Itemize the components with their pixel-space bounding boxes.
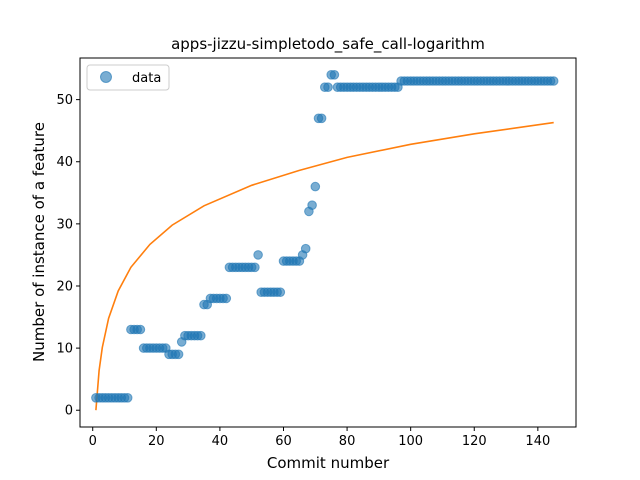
- x-tick-label: 60: [275, 434, 292, 449]
- fit-line: [95, 121, 554, 411]
- data-point: [275, 287, 286, 298]
- x-tick-label: 0: [89, 434, 97, 449]
- data-point: [300, 243, 311, 254]
- y-tick-label: 50: [56, 93, 73, 108]
- data-point: [135, 324, 146, 335]
- x-tick-label: 80: [339, 434, 356, 449]
- y-tick-label: 10: [56, 342, 73, 357]
- chart-title: apps-jizzu-simpletodo_safe_call-logarith…: [171, 35, 485, 54]
- x-tick-label: 120: [462, 434, 487, 449]
- y-axis-label: Number of instance of a feature: [30, 122, 48, 362]
- x-tick-label: 40: [212, 434, 229, 449]
- data-point: [221, 293, 232, 304]
- x-tick-label: 140: [525, 434, 550, 449]
- data-point: [316, 113, 327, 124]
- data-point: [329, 70, 340, 80]
- y-tick-label: 0: [65, 404, 73, 419]
- data-point: [196, 330, 206, 341]
- y-tick-label: 40: [56, 155, 73, 170]
- x-tick-label: 100: [398, 434, 423, 449]
- axes-frame: [79, 57, 577, 428]
- y-tick-label: 20: [56, 279, 73, 294]
- legend: data: [86, 64, 170, 91]
- legend-label-data: data: [132, 71, 161, 86]
- data-point: [253, 250, 263, 260]
- data-point: [173, 349, 184, 360]
- x-axis-label: Commit number: [267, 454, 390, 472]
- data-point: [122, 393, 133, 403]
- data-point: [548, 76, 559, 86]
- legend-marker-data: [100, 71, 112, 83]
- y-axis: 0 10 20 30 40 50: [56, 93, 80, 419]
- y-tick-label: 30: [56, 217, 73, 232]
- x-axis: 0 20 40 60 80 100 120 140: [89, 427, 550, 449]
- data-point: [323, 82, 333, 92]
- plot-area: [91, 70, 559, 411]
- x-tick-label: 20: [148, 434, 165, 449]
- data-point: [250, 262, 260, 273]
- data-point: [307, 200, 317, 210]
- data-point: [310, 181, 321, 192]
